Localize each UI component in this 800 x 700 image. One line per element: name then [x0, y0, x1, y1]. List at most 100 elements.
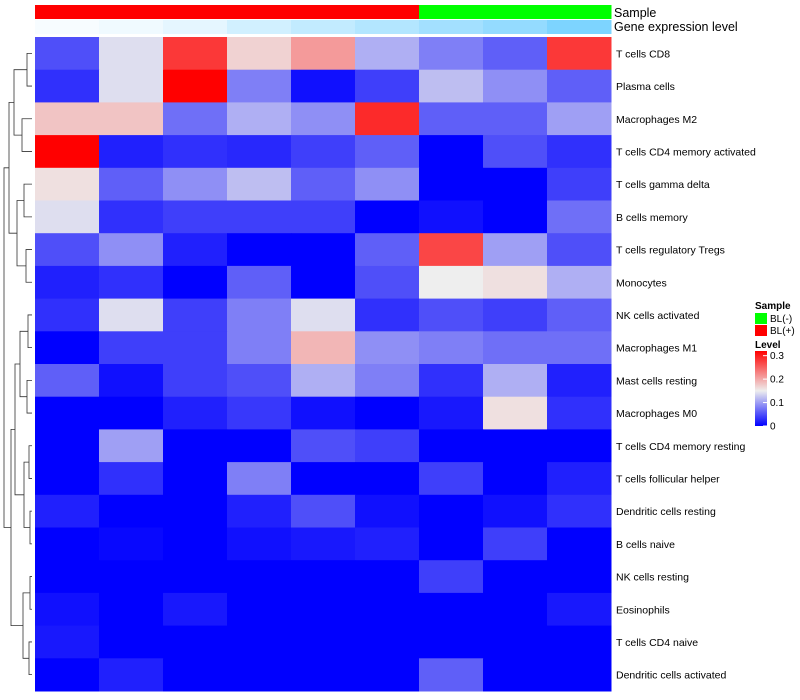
- dendrogram-branch: [27, 314, 32, 349]
- heatmap-cell: [99, 658, 164, 692]
- heatmap-cell: [483, 625, 548, 659]
- expression-cell: [355, 20, 420, 34]
- heatmap-cell: [227, 625, 292, 659]
- heatmap-cell: [483, 200, 548, 234]
- row-label: Dendritic cells resting: [616, 506, 716, 518]
- heatmap-cell: [291, 658, 356, 692]
- heatmap-cell: [291, 429, 356, 463]
- heatmap-cell: [227, 69, 292, 103]
- dendrogram-branch: [28, 641, 32, 676]
- heatmap-cell: [355, 462, 420, 496]
- heatmap-cell: [483, 527, 548, 561]
- expression-cell: [227, 20, 292, 34]
- heatmap-cell: [547, 102, 612, 136]
- heatmap-cell: [547, 135, 612, 169]
- expression-annotation-label: Gene expression level: [614, 20, 738, 34]
- row-label: T cells CD8: [616, 48, 670, 60]
- row-dendrogram: [3, 52, 32, 676]
- heatmap-cell: [163, 200, 228, 234]
- heatmap-cell: [227, 200, 292, 234]
- heatmap-cell: [35, 331, 100, 365]
- heatmap-cell: [547, 69, 612, 103]
- heatmap-cell: [355, 527, 420, 561]
- row-label: T cells follicular helper: [616, 473, 720, 485]
- heatmap-cell: [227, 396, 292, 430]
- heatmap-cell: [163, 462, 228, 496]
- heatmap-cell: [419, 658, 484, 692]
- heatmap-cell: [355, 69, 420, 103]
- sample-cell: [547, 5, 612, 19]
- heatmap-cell: [547, 494, 612, 528]
- dendrogram-branch: [16, 200, 26, 267]
- heatmap-cell: [547, 429, 612, 463]
- heatmap-cell: [547, 37, 612, 71]
- legend-sample-title: Sample: [755, 301, 791, 312]
- heatmap-cell: [99, 396, 164, 430]
- heatmap-cell: [163, 298, 228, 332]
- sample-cell: [99, 5, 164, 19]
- heatmap-cell: [355, 37, 420, 71]
- dendrogram-branch: [25, 249, 32, 283]
- heatmap-cell: [227, 265, 292, 300]
- legend-sample-swatch: [755, 313, 767, 324]
- heatmap-cell: [99, 69, 164, 103]
- heatmap-cell: [291, 135, 356, 169]
- heatmap-cell: [227, 592, 292, 627]
- heatmap-cell: [99, 364, 164, 398]
- row-label: Dendritic cells activated: [616, 670, 726, 682]
- heatmap-cell: [355, 396, 420, 430]
- heatmap-cell: [547, 265, 612, 300]
- heatmap-cell: [419, 298, 484, 332]
- heatmap-cell: [35, 560, 100, 594]
- heatmap-cell: [547, 625, 612, 659]
- heatmap-cell: [355, 102, 420, 136]
- heatmap-cell: [291, 364, 356, 398]
- heatmap-cell: [227, 135, 292, 169]
- heatmap-cell: [163, 527, 228, 561]
- heatmap-cell: [163, 331, 228, 365]
- dendrogram-branch: [23, 183, 32, 218]
- heatmap-cell: [419, 102, 484, 136]
- heatmap-cell: [483, 331, 548, 365]
- row-label: Plasma cells: [616, 81, 675, 93]
- heatmap-cell: [483, 429, 548, 463]
- heatmap-cell: [99, 592, 164, 627]
- heatmap-cell: [35, 592, 100, 627]
- heatmap-cell: [35, 167, 100, 201]
- dendrogram-branch: [10, 429, 23, 626]
- heatmap-cell: [291, 102, 356, 136]
- heatmap-cell: [35, 527, 100, 561]
- heatmap-cell: [99, 135, 164, 169]
- heatmap-cell: [419, 364, 484, 398]
- heatmap-cell: [547, 331, 612, 365]
- heatmap-cell: [163, 592, 228, 627]
- heatmap-cell: [419, 429, 484, 463]
- heatmap-cell: [227, 37, 292, 71]
- heatmap-cell: [99, 560, 164, 594]
- heatmap-cell: [163, 625, 228, 659]
- heatmap-cell: [291, 265, 356, 300]
- heatmap-cell: [99, 625, 164, 659]
- heatmap-cell: [291, 494, 356, 528]
- heatmap-cell: [291, 69, 356, 103]
- heatmap-cell: [99, 233, 164, 267]
- heatmap-cell: [355, 560, 420, 594]
- row-label: T cells CD4 memory resting: [616, 441, 745, 453]
- dendrogram-branch: [26, 379, 32, 414]
- legend-sample-label: BL(+): [770, 326, 795, 337]
- heatmap-cell: [227, 298, 292, 332]
- expression-cell: [291, 20, 356, 34]
- heatmap-cell: [547, 233, 612, 267]
- sample-cell: [355, 5, 420, 19]
- heatmap-cell: [355, 135, 420, 169]
- legend-tick-label: 0.3: [770, 351, 784, 362]
- row-label: Macrophages M0: [616, 408, 697, 420]
- heatmap-cell: [291, 625, 356, 659]
- expression-cell: [163, 20, 228, 34]
- heatmap-cell: [163, 429, 228, 463]
- heatmap-cell: [483, 135, 548, 169]
- heatmap-cell: [291, 396, 356, 430]
- heatmap-cell: [547, 298, 612, 332]
- heatmap-cell: [483, 658, 548, 692]
- legend-level-title: Level: [755, 340, 781, 351]
